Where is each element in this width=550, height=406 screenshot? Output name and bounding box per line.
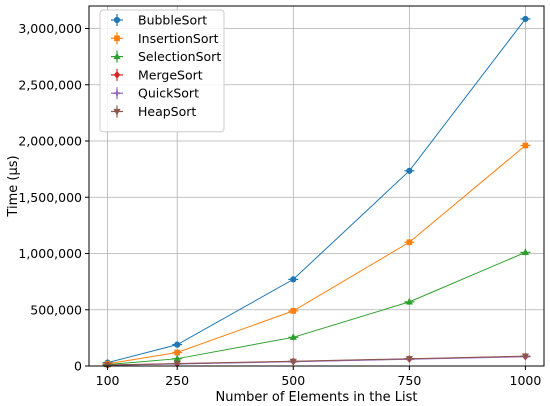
y-tick-label: 0 (74, 359, 82, 374)
x-axis: 100 250 500 750 1000 (96, 366, 542, 388)
data-point-selectionsort (521, 248, 530, 255)
legend: BubbleSort InsertionSort SelectionSort Merg… (99, 9, 225, 133)
data-point-selectionsort (405, 297, 413, 305)
data-point-heapsort (521, 353, 530, 360)
legend-marker-selectionsort (113, 52, 121, 60)
y-tick-label: 3,000,000 (18, 21, 82, 36)
data-point-insertionsort (406, 239, 413, 246)
x-tick-label: 100 (96, 373, 120, 388)
legend-label-quicksort: QuickSort (138, 86, 199, 101)
legend-item-mergesort: MergeSort (111, 67, 203, 82)
plot-area-frame (88, 5, 545, 367)
data-point-insertionsort (290, 308, 297, 314)
y-tick-label: 1,500,000 (18, 190, 82, 205)
data-point-heapsort (173, 360, 181, 368)
data-point-bubblesort (290, 276, 297, 283)
legend-item-bubblesort: BubbleSort (111, 13, 207, 28)
data-point-insertionsort (522, 142, 529, 149)
data-point-bubblesort (522, 15, 529, 23)
x-axis-title: Number of Elements in the List (216, 390, 418, 405)
y-tick-label: 2,500,000 (18, 77, 82, 92)
data-point-insertionsort (174, 349, 181, 356)
legend-item-heapsort: HeapSort (111, 104, 196, 119)
legend-label-selectionsort: SelectionSort (138, 49, 221, 64)
legend-label-bubblesort: BubbleSort (138, 13, 207, 28)
y-tick-label: 500,000 (30, 302, 82, 317)
data-point-bubblesort (406, 167, 413, 174)
legend-item-insertionsort: InsertionSort (111, 31, 219, 46)
legend-item-selectionsort: SelectionSort (111, 49, 221, 64)
y-axis-title: Time (µs) (6, 155, 21, 217)
data-point-heapsort (289, 358, 297, 366)
legend-label-insertionsort: InsertionSort (138, 31, 219, 46)
data-point-heapsort (103, 362, 112, 369)
legend-marker-insertionsort (114, 35, 120, 42)
legend-label-mergesort: MergeSort (138, 67, 203, 82)
legend-item-quicksort: QuickSort (111, 86, 199, 101)
legend-label-heapsort: HeapSort (138, 104, 196, 119)
legend-box (99, 9, 225, 133)
x-tick-label: 1000 (510, 373, 542, 388)
y-axis: 0 500,000 1,000,000 1,500,000 2,000,000 2,500… (18, 21, 89, 374)
data-point-heapsort (405, 356, 413, 363)
x-tick-label: 250 (165, 373, 189, 388)
x-tick-label: 750 (397, 373, 421, 388)
legend-marker-bubblesort (113, 16, 121, 24)
y-tick-label: 1,000,000 (18, 246, 82, 261)
legend-marker-heapsort (113, 108, 121, 116)
y-tick-label: 2,000,000 (18, 134, 82, 149)
x-tick-label: 500 (281, 373, 305, 388)
legend-marker-mergesort (113, 70, 121, 79)
data-point-bubblesort (174, 341, 181, 348)
legend-marker-quicksort (114, 90, 120, 97)
data-point-selectionsort (289, 333, 297, 340)
